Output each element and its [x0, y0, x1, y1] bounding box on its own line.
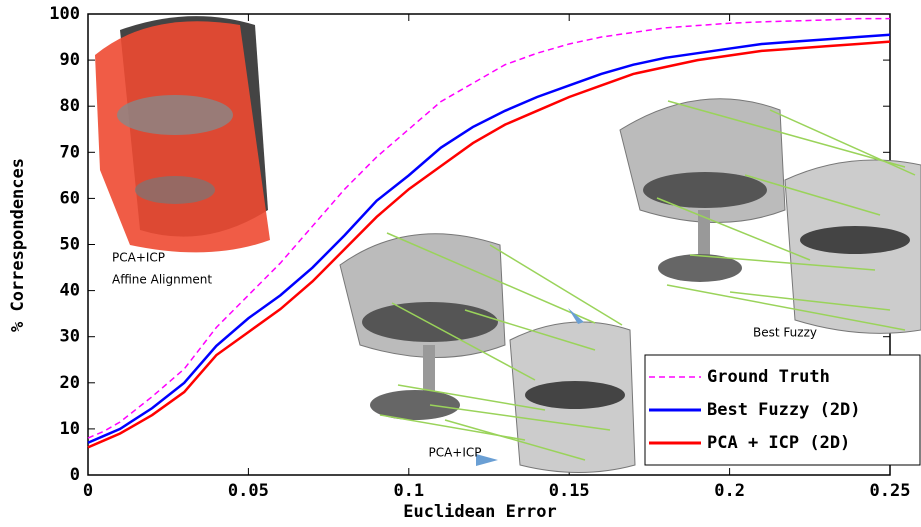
chair-seat: [525, 381, 625, 409]
y-tick-label: 60: [60, 188, 80, 208]
chair-seat: [643, 172, 767, 208]
x-tick-label: 0.2: [714, 481, 745, 501]
legend-label: Best Fuzzy (2D): [707, 400, 861, 420]
annotation: Best Fuzzy: [753, 326, 817, 340]
y-tick-label: 20: [60, 373, 80, 393]
x-tick-label: 0.25: [870, 481, 911, 501]
x-tick-label: 0.05: [228, 481, 269, 501]
y-tick-label: 80: [60, 96, 80, 116]
y-tick-label: 90: [60, 50, 80, 70]
chair-seat: [117, 95, 233, 135]
y-tick-label: 70: [60, 142, 80, 162]
chart: 0 10 20 30 40 50 60 70 80 90 100 0 0.05 0.1 0.15 0.2 0.2…: [0, 0, 921, 527]
x-tick-label: 0.15: [549, 481, 590, 501]
y-tick-label: 10: [60, 419, 80, 439]
chair-seat: [800, 226, 910, 254]
chair-seat: [362, 302, 498, 342]
x-tick-label: 0: [83, 481, 93, 501]
legend-label: Ground Truth: [707, 367, 830, 387]
y-tick-label: 100: [49, 4, 80, 24]
annotation: Affine Alignment: [112, 273, 212, 287]
y-axis-label: % Correspondences: [8, 158, 28, 332]
x-tick-label: 0.1: [393, 481, 424, 501]
y-tick-label: 0: [70, 465, 80, 485]
y-tick-label: 40: [60, 281, 80, 301]
y-tick-label: 30: [60, 327, 80, 347]
legend-label: PCA + ICP (2D): [707, 433, 850, 453]
chair-overlay: [95, 21, 270, 252]
chair-leg: [423, 345, 435, 395]
annotation: PCA+ICP: [428, 446, 481, 460]
x-axis-label: Euclidean Error: [403, 502, 557, 522]
chair-base: [135, 176, 215, 204]
arrow: [568, 308, 584, 324]
y-tick-label: 50: [60, 235, 80, 255]
annotation: PCA+ICP: [112, 251, 165, 265]
